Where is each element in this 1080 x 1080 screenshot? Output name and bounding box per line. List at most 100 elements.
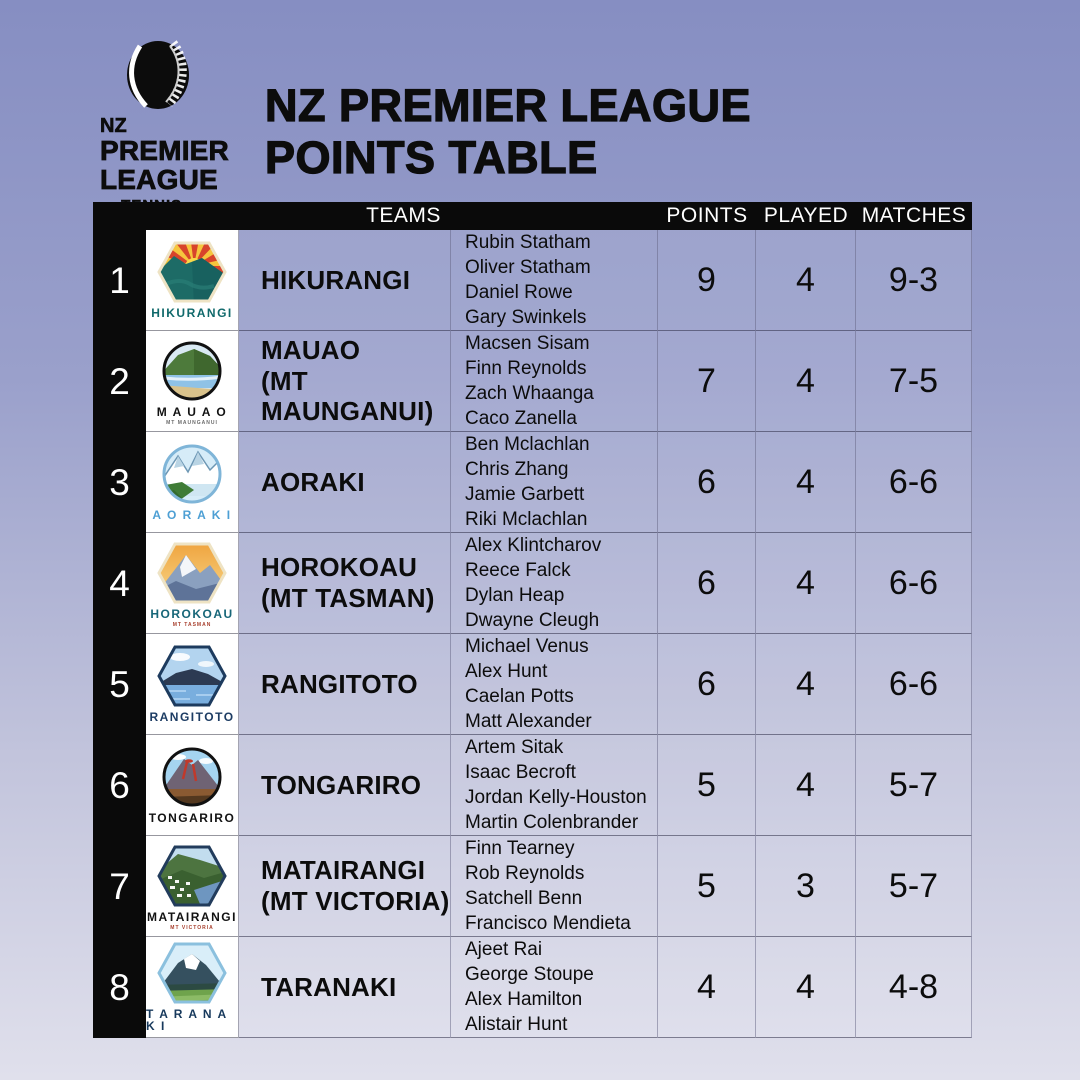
player-name: Riki Mclachlan [465, 509, 588, 530]
player-name: Daniel Rowe [465, 282, 573, 303]
player-name: Rob Reynolds [465, 863, 585, 884]
player-name: Francisco Mendieta [465, 913, 631, 934]
rank-cell: 8 [93, 937, 146, 1038]
points-cell: 6 [658, 533, 756, 634]
rank-cell: 1 [93, 230, 146, 331]
team-name: MAUAO [261, 334, 361, 365]
team-logo-label: HIKURANGI [151, 306, 233, 320]
player-name: Dwayne Cleugh [465, 610, 600, 631]
player-name: Alistair Hunt [465, 1014, 568, 1035]
player-name: Artem Sitak [465, 737, 564, 758]
team-logo-label: RANGITOTO [149, 710, 235, 724]
brand-line-nz: NZ [100, 115, 127, 137]
matches-cell: 4-8 [856, 937, 972, 1038]
tennis-ball-fern-icon [127, 40, 189, 109]
matches-cell: 9-3 [856, 230, 972, 331]
player-name: Alex Hunt [465, 661, 548, 682]
column-header-points: POINTS [658, 202, 756, 230]
points-cell: 9 [658, 230, 756, 331]
player-name: Caelan Potts [465, 686, 574, 707]
team-logo-sublabel: MT TASMAN [172, 621, 212, 628]
team-name: HIKURANGI [261, 264, 411, 295]
team-logo-label: T A R A N A K I [146, 1007, 228, 1033]
player-name: Dylan Heap [465, 585, 565, 606]
points-cell: 6 [658, 432, 756, 533]
team-name: RANGITOTO [261, 668, 418, 699]
rank-cell: 2 [93, 331, 146, 432]
player-name: Gary Swinkels [465, 307, 587, 328]
players-cell: Ben Mclachlan Chris Zhang Jamie Garbett … [451, 432, 658, 533]
player-name: Jordan Kelly-Houston [465, 787, 647, 808]
played-cell: 4 [756, 634, 856, 735]
team-logo-taranaki-icon [157, 942, 227, 1004]
team-logo-tongariro-icon [162, 747, 222, 807]
page-title-line1: NZ PREMIER LEAGUE [264, 79, 752, 131]
team-logo-label: A O R A K I [152, 508, 232, 522]
played-cell: 3 [756, 836, 856, 937]
team-logo-label: MATAIRANGI [147, 909, 237, 924]
points-cell: 5 [658, 735, 756, 836]
team-name-cell: HIKURANGI [239, 230, 451, 331]
player-name: Matt Alexander [465, 711, 592, 732]
points-cell: 5 [658, 836, 756, 937]
played-cell: 4 [756, 230, 856, 331]
team-name-cell: HOROKOAU (MT TASMAN) [239, 533, 451, 634]
team-name: MATAIRANGI [261, 855, 426, 886]
players-cell: Rubin Statham Oliver Statham Daniel Rowe… [451, 230, 658, 331]
team-logo-rangitoto-icon [157, 645, 227, 707]
brand-line-premier: PREMIER [100, 135, 230, 166]
team-logo-cell: RANGITOTO [146, 634, 239, 735]
team-logo-cell: HOROKOAU MT TASMAN [146, 533, 239, 634]
points-cell: 4 [658, 937, 756, 1038]
team-name-cell: MATAIRANGI (MT VICTORIA) [239, 836, 451, 937]
league-logo: NZ PREMIER LEAGUE — TENNIS — [100, 38, 240, 214]
player-name: Jamie Garbett [465, 484, 585, 505]
player-name: Macsen Sisam [465, 333, 590, 354]
player-name: Martin Colenbrander [465, 812, 639, 833]
rank-cell: 7 [93, 836, 146, 937]
player-name: Reece Falck [465, 560, 571, 581]
player-name: Satchell Benn [465, 888, 583, 909]
team-subtitle: (MT TASMAN) [261, 583, 435, 613]
team-logo-aoraki-icon [162, 444, 222, 504]
team-logo-hikurangi-icon [157, 241, 227, 303]
rank-cell: 3 [93, 432, 146, 533]
player-name: Finn Reynolds [465, 358, 587, 379]
players-cell: Macsen Sisam Finn Reynolds Zach Whaanga … [451, 331, 658, 432]
team-name: TONGARIRO [261, 769, 422, 800]
rank-cell: 6 [93, 735, 146, 836]
team-logo-horokoau-icon [157, 542, 227, 603]
matches-cell: 7-5 [856, 331, 972, 432]
player-name: George Stoupe [465, 964, 594, 985]
team-subtitle: (MT VICTORIA) [261, 886, 450, 916]
team-name: AORAKI [261, 466, 365, 497]
team-logo-cell: TONGARIRO [146, 735, 239, 836]
team-logo-mauao-icon [162, 341, 222, 400]
played-cell: 4 [756, 937, 856, 1038]
team-name-cell: RANGITOTO [239, 634, 451, 735]
team-name-cell: MAUAO (MT MAUNGANUI) [239, 331, 451, 432]
matches-cell: 5-7 [856, 836, 972, 937]
player-name: Isaac Becroft [465, 762, 576, 783]
player-name: Zach Whaanga [465, 383, 594, 404]
page-title: NZ PREMIER LEAGUE POINTS TABLE [264, 79, 752, 184]
player-name: Alex Hamilton [465, 989, 583, 1010]
team-name-cell: TARANAKI [239, 937, 451, 1038]
team-logo-cell: MATAIRANGI MT VICTORIA [146, 836, 239, 937]
players-cell: Finn Tearney Rob Reynolds Satchell Benn … [451, 836, 658, 937]
players-cell: Artem Sitak Isaac Becroft Jordan Kelly-H… [451, 735, 658, 836]
players-cell: Ajeet Rai George Stoupe Alex Hamilton Al… [451, 937, 658, 1038]
column-header-matches: MATCHES [856, 202, 972, 230]
team-logo-label: TONGARIRO [148, 811, 236, 825]
player-name: Chris Zhang [465, 459, 569, 480]
team-logo-cell: M A U A O MT MAUNGANUI [146, 331, 239, 432]
brand-line-league: LEAGUE [100, 164, 218, 196]
page-title-line2: POINTS TABLE [264, 132, 598, 184]
player-name: Ajeet Rai [465, 939, 543, 960]
played-cell: 4 [756, 735, 856, 836]
matches-cell: 6-6 [856, 432, 972, 533]
player-name: Rubin Statham [465, 232, 591, 253]
rank-cell: 4 [93, 533, 146, 634]
player-name: Michael Venus [465, 636, 589, 657]
played-cell: 4 [756, 432, 856, 533]
